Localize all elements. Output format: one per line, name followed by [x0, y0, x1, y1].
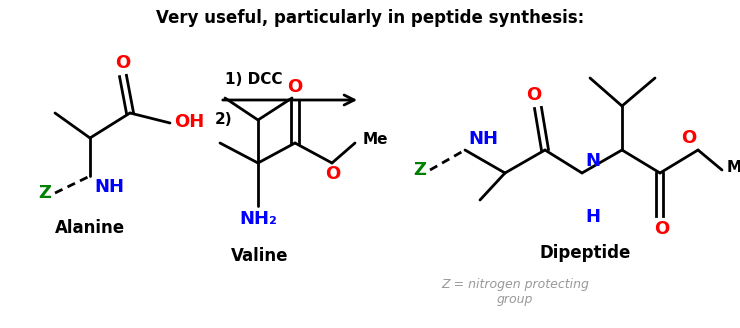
Text: NH: NH [468, 130, 498, 148]
Text: O: O [526, 86, 542, 104]
Text: 2): 2) [215, 112, 232, 127]
Text: Valine: Valine [231, 247, 289, 265]
Text: NH: NH [94, 178, 124, 196]
Text: Z = nitrogen protecting
group: Z = nitrogen protecting group [441, 278, 589, 306]
Text: N: N [585, 152, 600, 170]
Text: O: O [654, 220, 670, 238]
Text: O: O [326, 165, 340, 183]
Text: Me: Me [363, 133, 388, 148]
Text: NH₂: NH₂ [239, 210, 277, 228]
Text: O: O [287, 78, 303, 96]
Text: OH: OH [174, 113, 204, 131]
Text: O: O [115, 54, 131, 72]
Text: Alanine: Alanine [55, 219, 125, 237]
Text: Me: Me [727, 159, 740, 174]
Text: 1) DCC: 1) DCC [225, 72, 283, 87]
Text: O: O [681, 129, 696, 147]
Text: H: H [585, 208, 600, 226]
Text: Very useful, particularly in peptide synthesis:: Very useful, particularly in peptide syn… [156, 9, 584, 27]
Text: Dipeptide: Dipeptide [539, 244, 630, 262]
Text: Z: Z [413, 161, 426, 179]
Text: Z: Z [38, 184, 51, 202]
